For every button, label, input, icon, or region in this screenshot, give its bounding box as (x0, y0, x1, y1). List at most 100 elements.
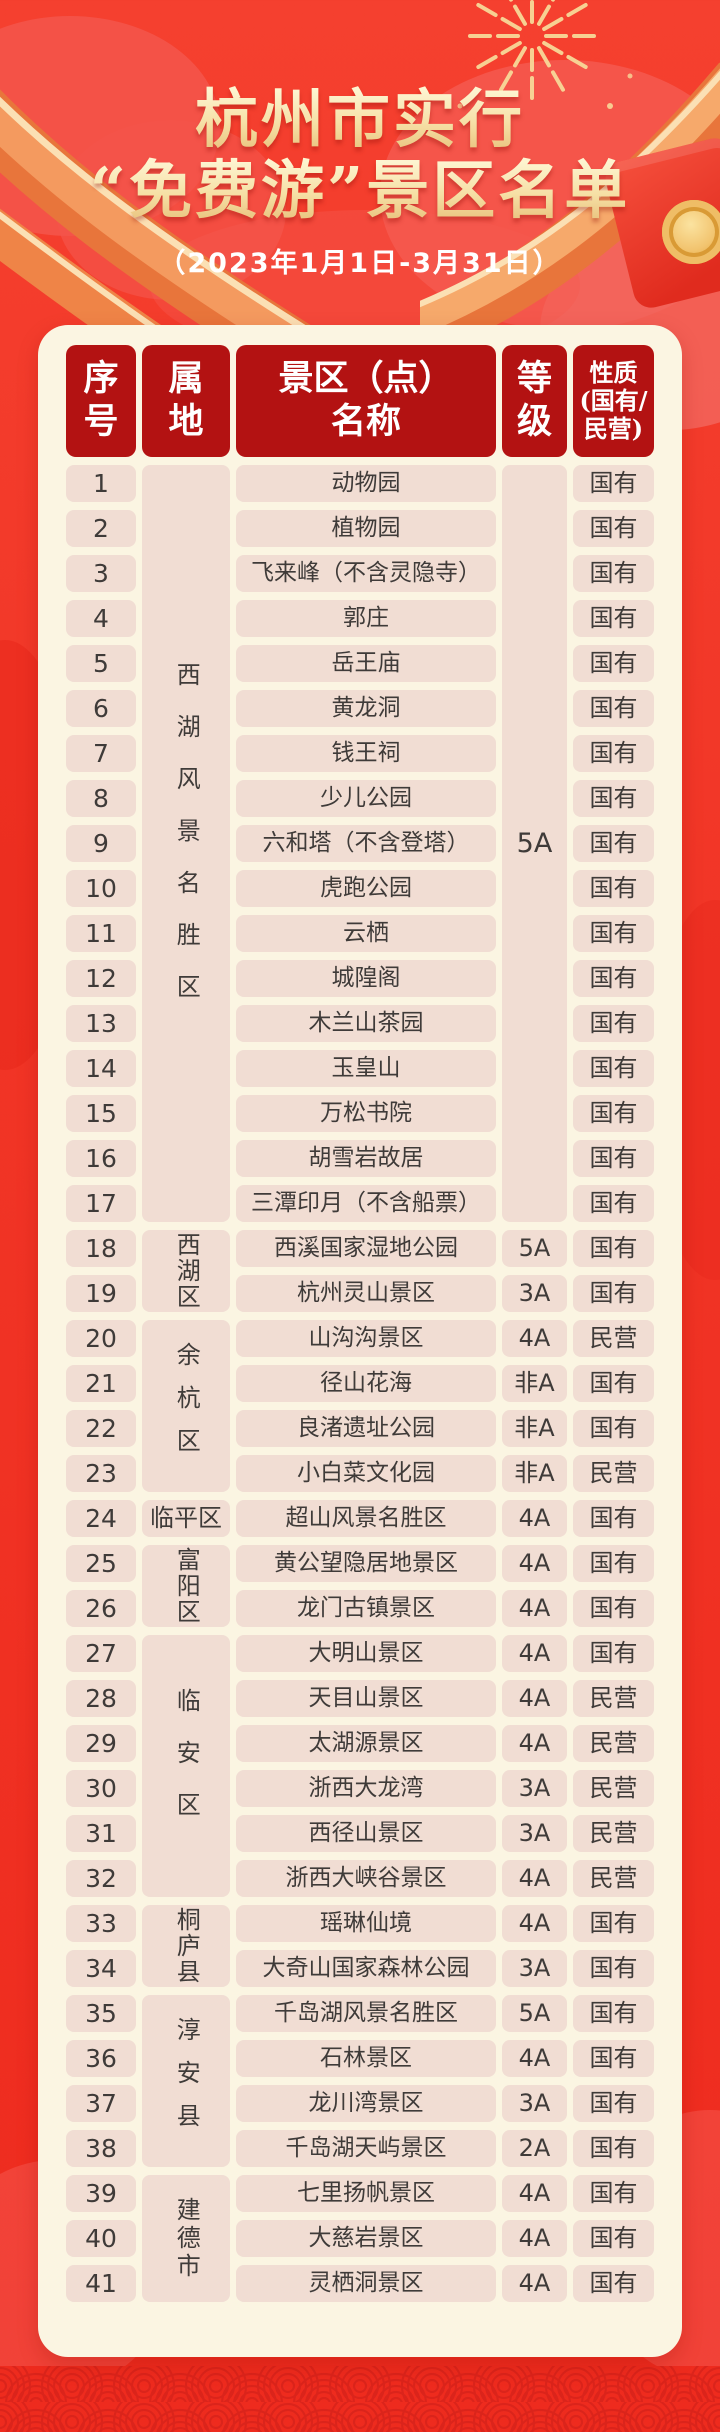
row-name: 黄公望隐居地景区 (236, 1545, 496, 1582)
row-seq: 2 (66, 510, 136, 547)
row-name: 城隍阁 (236, 960, 496, 997)
row-seq: 17 (66, 1185, 136, 1222)
row-nature: 国有 (573, 645, 654, 682)
row-grade: 非A (502, 1410, 567, 1447)
row-grade: 4A (502, 1545, 567, 1582)
row-name: 少儿公园 (236, 780, 496, 817)
row-grade: 4A (502, 1725, 567, 1762)
row-name: 六和塔（不含登塔） (236, 825, 496, 862)
row-nature: 民营 (573, 1320, 654, 1357)
row-nature: 国有 (573, 1410, 654, 1447)
row-name: 云栖 (236, 915, 496, 952)
row-grade: 5A (502, 1230, 567, 1267)
row-nature: 国有 (573, 600, 654, 637)
row-seq: 19 (66, 1275, 136, 1312)
row-grade: 3A (502, 1275, 567, 1312)
row-nature: 国有 (573, 1140, 654, 1177)
row-grade: 4A (502, 2220, 567, 2257)
row-nature: 国有 (573, 1950, 654, 1987)
row-nature: 国有 (573, 1590, 654, 1627)
row-nature: 国有 (573, 780, 654, 817)
row-seq: 16 (66, 1140, 136, 1177)
grade-merged-cell: 5A (502, 465, 567, 1222)
row-seq: 39 (66, 2175, 136, 2212)
row-name: 太湖源景区 (236, 1725, 496, 1762)
row-nature: 民营 (573, 1770, 654, 1807)
row-name: 石林景区 (236, 2040, 496, 2077)
row-nature: 国有 (573, 1275, 654, 1312)
row-nature: 国有 (573, 1635, 654, 1672)
column-header-nature: 性质 (国有/ 民营) (573, 345, 654, 457)
row-name: 超山风景名胜区 (236, 1500, 496, 1537)
row-seq: 11 (66, 915, 136, 952)
row-seq: 5 (66, 645, 136, 682)
row-seq: 30 (66, 1770, 136, 1807)
row-name: 良渚遗址公园 (236, 1410, 496, 1447)
row-seq: 8 (66, 780, 136, 817)
row-name: 植物园 (236, 510, 496, 547)
row-nature: 国有 (573, 1365, 654, 1402)
row-name: 大奇山国家森林公园 (236, 1950, 496, 1987)
row-seq: 26 (66, 1590, 136, 1627)
row-nature: 国有 (573, 510, 654, 547)
row-grade: 3A (502, 1950, 567, 1987)
row-seq: 31 (66, 1815, 136, 1852)
row-seq: 29 (66, 1725, 136, 1762)
column-header-name: 景区（点） 名称 (236, 345, 496, 457)
row-seq: 40 (66, 2220, 136, 2257)
row-seq: 27 (66, 1635, 136, 1672)
district-cell: 西湖风景名胜区 (142, 465, 230, 1222)
row-name: 西溪国家湿地公园 (236, 1230, 496, 1267)
row-grade: 非A (502, 1365, 567, 1402)
row-grade: 4A (502, 2265, 567, 2302)
row-seq: 1 (66, 465, 136, 502)
row-grade: 3A (502, 2085, 567, 2122)
row-nature: 国有 (573, 960, 654, 997)
row-grade: 2A (502, 2130, 567, 2167)
row-grade: 4A (502, 1500, 567, 1537)
row-grade: 4A (502, 1320, 567, 1357)
row-nature: 国有 (573, 870, 654, 907)
row-nature: 国有 (573, 1995, 654, 2032)
row-nature: 民营 (573, 1860, 654, 1897)
district-cell: 西湖区 (142, 1230, 230, 1312)
column-header-district: 属 地 (142, 345, 230, 457)
row-nature: 国有 (573, 1185, 654, 1222)
district-cell: 余杭区 (142, 1320, 230, 1492)
row-name: 杭州灵山景区 (236, 1275, 496, 1312)
row-seq: 9 (66, 825, 136, 862)
row-grade: 4A (502, 1860, 567, 1897)
district-cell: 淳安县 (142, 1995, 230, 2167)
row-name: 七里扬帆景区 (236, 2175, 496, 2212)
row-seq: 18 (66, 1230, 136, 1267)
row-seq: 36 (66, 2040, 136, 2077)
row-grade: 4A (502, 2040, 567, 2077)
row-name: 龙川湾景区 (236, 2085, 496, 2122)
row-name: 三潭印月（不含船票） (236, 1185, 496, 1222)
row-seq: 33 (66, 1905, 136, 1942)
row-name: 大明山景区 (236, 1635, 496, 1672)
row-name: 千岛湖天屿景区 (236, 2130, 496, 2167)
row-seq: 6 (66, 690, 136, 727)
row-name: 木兰山茶园 (236, 1005, 496, 1042)
row-nature: 国有 (573, 1050, 654, 1087)
row-nature: 国有 (573, 2085, 654, 2122)
row-name: 天目山景区 (236, 1680, 496, 1717)
district-cell: 临安区 (142, 1635, 230, 1897)
row-nature: 国有 (573, 1230, 654, 1267)
row-grade: 4A (502, 1905, 567, 1942)
row-name: 瑶琳仙境 (236, 1905, 496, 1942)
row-nature: 国有 (573, 2040, 654, 2077)
row-name: 岳王庙 (236, 645, 496, 682)
row-nature: 国有 (573, 1905, 654, 1942)
row-seq: 34 (66, 1950, 136, 1987)
row-nature: 国有 (573, 915, 654, 952)
row-seq: 20 (66, 1320, 136, 1357)
row-grade: 4A (502, 1590, 567, 1627)
row-name: 龙门古镇景区 (236, 1590, 496, 1627)
row-name: 大慈岩景区 (236, 2220, 496, 2257)
table-grid: 序 号属 地景区（点） 名称等 级性质 (国有/ 民营) 1 动物园 国有 2 植物园 国有… (38, 325, 682, 2322)
row-name: 玉皇山 (236, 1050, 496, 1087)
column-header-seq: 序 号 (66, 345, 136, 457)
